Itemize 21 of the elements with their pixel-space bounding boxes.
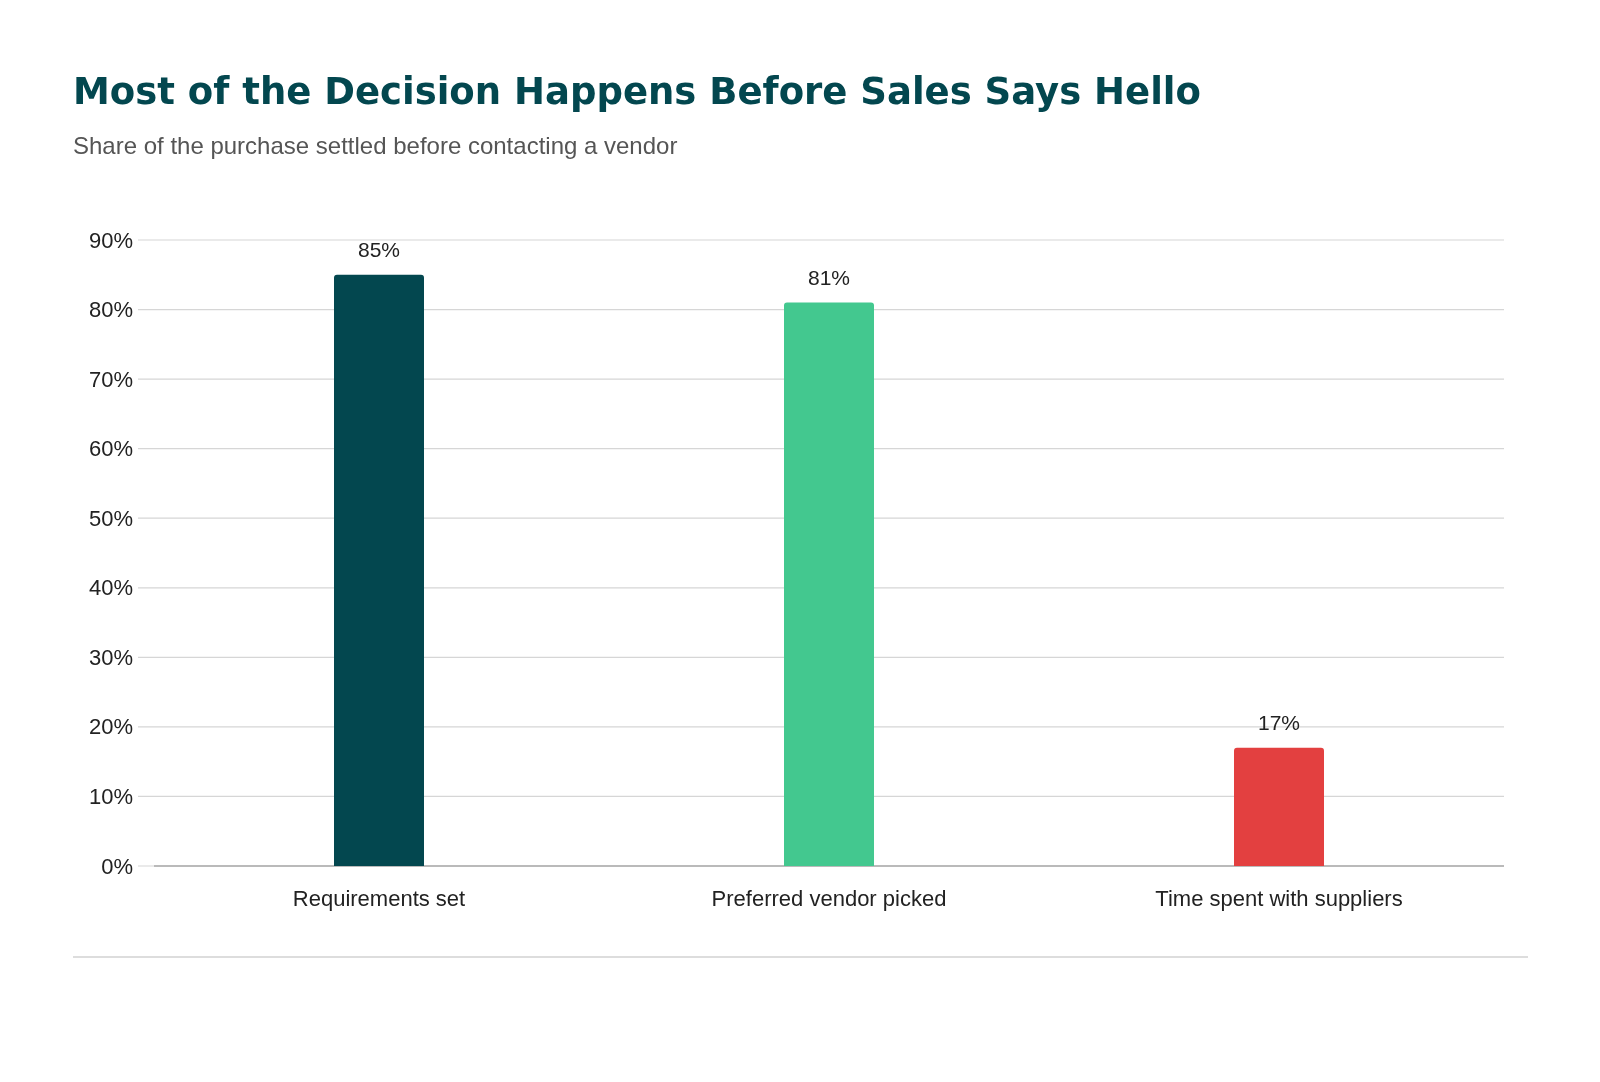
- x-tick-label: Preferred vendor picked: [711, 885, 947, 911]
- y-tick-label: 0%: [101, 853, 133, 879]
- x-tick-label: Requirements set: [292, 885, 466, 911]
- y-tick-label: 90%: [88, 227, 133, 253]
- bar: [1234, 747, 1324, 866]
- data-label: 81%: [807, 265, 851, 289]
- chart-subtitle: Share of the purchase settled before contacting a vendor: [73, 132, 678, 159]
- y-tick-label: 10%: [88, 783, 133, 809]
- bar: [784, 302, 874, 866]
- y-tick-label: 50%: [88, 505, 133, 531]
- y-tick-label: 60%: [88, 436, 133, 462]
- data-label: 85%: [357, 237, 401, 261]
- y-tick-label: 80%: [88, 297, 133, 323]
- bar: [334, 274, 424, 866]
- y-tick-label: 20%: [88, 714, 133, 740]
- y-tick-label: 40%: [88, 575, 133, 601]
- y-tick-label: 70%: [88, 366, 133, 392]
- data-label: 17%: [1257, 710, 1301, 734]
- y-tick-label: 30%: [88, 644, 133, 670]
- chart-title: Most of the Decision Happens Before Sales Says Hello: [73, 70, 1201, 113]
- x-tick-label: Time spent with suppliers: [1155, 885, 1403, 911]
